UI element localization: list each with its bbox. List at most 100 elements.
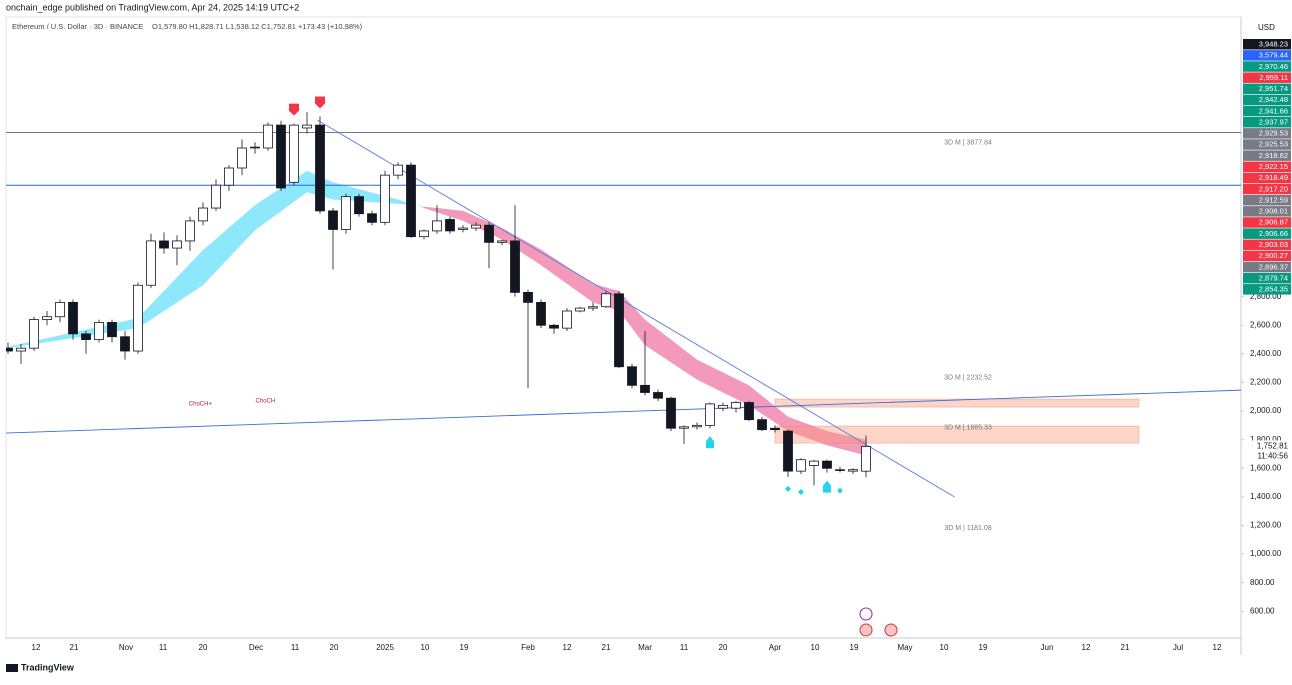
last-price-box: [1243, 440, 1291, 463]
candle-body: [783, 430, 793, 472]
x-tick-label: 12: [1213, 643, 1222, 652]
price-label-box: [1243, 239, 1291, 251]
x-tick-label: 12: [1082, 643, 1091, 652]
diamond-signal: [798, 488, 804, 495]
candle-body: [653, 392, 663, 399]
buy-signal: [706, 436, 714, 449]
ema-ribbon: [749, 385, 788, 432]
candle-body: [289, 124, 299, 183]
event-icon: [859, 623, 873, 637]
x-tick-label: 21: [70, 643, 79, 652]
price-label-box: [1243, 50, 1291, 61]
candle-body: [146, 240, 156, 286]
x-tick-label: 21: [602, 643, 611, 652]
candle-body: [731, 402, 741, 409]
candle-body: [237, 147, 247, 169]
price-label-box: [1243, 194, 1291, 206]
candle-body: [6, 347, 13, 352]
price-label: 2,917.20: [1259, 184, 1288, 193]
candle-body: [835, 469, 845, 471]
candle-body: [328, 210, 338, 230]
price-label: 2,896.37: [1259, 262, 1288, 271]
candle-body: [588, 306, 598, 309]
price-label-box: [1243, 105, 1291, 117]
price-label-box: [1243, 161, 1291, 173]
candle-body: [406, 164, 416, 238]
x-tick-label: 11: [291, 643, 300, 652]
candle-body: [809, 460, 819, 466]
x-tick-label: 19: [850, 643, 859, 652]
candle-body: [29, 319, 39, 349]
x-tick-label: Jun: [1041, 643, 1054, 652]
candle-body: [718, 404, 728, 409]
y-tick-label: 1,600.00: [1250, 463, 1282, 472]
event-icons: [859, 607, 898, 637]
legend-ohlc: O1,579.80 H1,828.71 L1,538.12 C1,752.81 …: [152, 22, 363, 31]
y-tick-label: 1,000.00: [1250, 549, 1282, 558]
price-label: 2,937.97: [1259, 117, 1288, 126]
price-label-box: [1243, 128, 1291, 139]
x-tick-label: 10: [940, 643, 949, 652]
level-label: 3D M | 1181.08: [944, 525, 991, 532]
price-label: 2,951.74: [1259, 84, 1288, 93]
level-label: 3D M | 2232.52: [944, 375, 992, 382]
price-label: 2,906.66: [1259, 229, 1288, 238]
x-tick-label: 11: [680, 643, 689, 652]
price-label: 2,941.66: [1259, 106, 1288, 115]
candle-body: [68, 302, 78, 335]
candle-body: [679, 426, 689, 429]
price-label: 2,925.53: [1259, 140, 1288, 149]
candle-body: [315, 124, 325, 212]
diamond-signal: [824, 481, 830, 488]
ema-ribbon: [541, 249, 593, 303]
y-tick-label: 2,000.00: [1250, 406, 1282, 415]
candle-body: [380, 174, 390, 223]
x-tick-label: 10: [421, 643, 430, 652]
x-tick-label: 21: [1121, 643, 1130, 652]
x-tick-label: Nov: [119, 643, 133, 652]
price-label-box: [1243, 261, 1291, 273]
candle-body: [250, 146, 260, 149]
candle-body: [42, 316, 52, 320]
price-label: 2,970.46: [1259, 62, 1288, 71]
ema-ribbon: [697, 359, 749, 406]
annotation: ChoCH+: [189, 402, 213, 408]
price-label-box: [1243, 83, 1291, 95]
x-tick-label: Mar: [638, 643, 652, 652]
x-tick-label: Jul: [1173, 643, 1183, 652]
price-label: 2,918.49: [1259, 173, 1288, 182]
x-tick-label: 19: [979, 643, 988, 652]
x-tick-label: 10: [811, 643, 820, 652]
x-tick-label: Apr: [769, 643, 782, 652]
candle-body: [640, 384, 650, 393]
candle-body: [133, 284, 143, 352]
event-icon: [884, 623, 898, 637]
currency: USD: [1258, 23, 1275, 32]
candle-body: [172, 240, 182, 249]
countdown: 11:40:56: [1257, 452, 1288, 461]
x-tick-label: 20: [719, 643, 728, 652]
candle-body: [302, 124, 312, 129]
x-tick-label: May: [897, 643, 912, 652]
x-tick-label: 2025: [376, 643, 394, 652]
candle-body: [393, 164, 403, 176]
price-label: 2,854.35: [1259, 285, 1288, 294]
candle-body: [497, 240, 507, 243]
candle-body: [263, 124, 273, 149]
candle-body: [770, 427, 780, 431]
candle-body: [796, 459, 806, 472]
candle-body: [705, 403, 715, 426]
x-tick-label: Dec: [249, 643, 263, 652]
price-label: 2,903.03: [1259, 240, 1288, 249]
candle-body: [224, 167, 234, 186]
candle-body: [510, 240, 520, 293]
sell-signal: [289, 103, 299, 116]
diamond-signal: [785, 485, 791, 492]
candle-body: [861, 446, 871, 472]
annotation: ChoCH: [256, 399, 276, 405]
header: onchain_edge published on TradingView.co…: [6, 2, 299, 12]
order-zone: [774, 398, 1140, 408]
candle-body: [458, 227, 468, 230]
price-label: 2,922.15: [1259, 162, 1288, 171]
